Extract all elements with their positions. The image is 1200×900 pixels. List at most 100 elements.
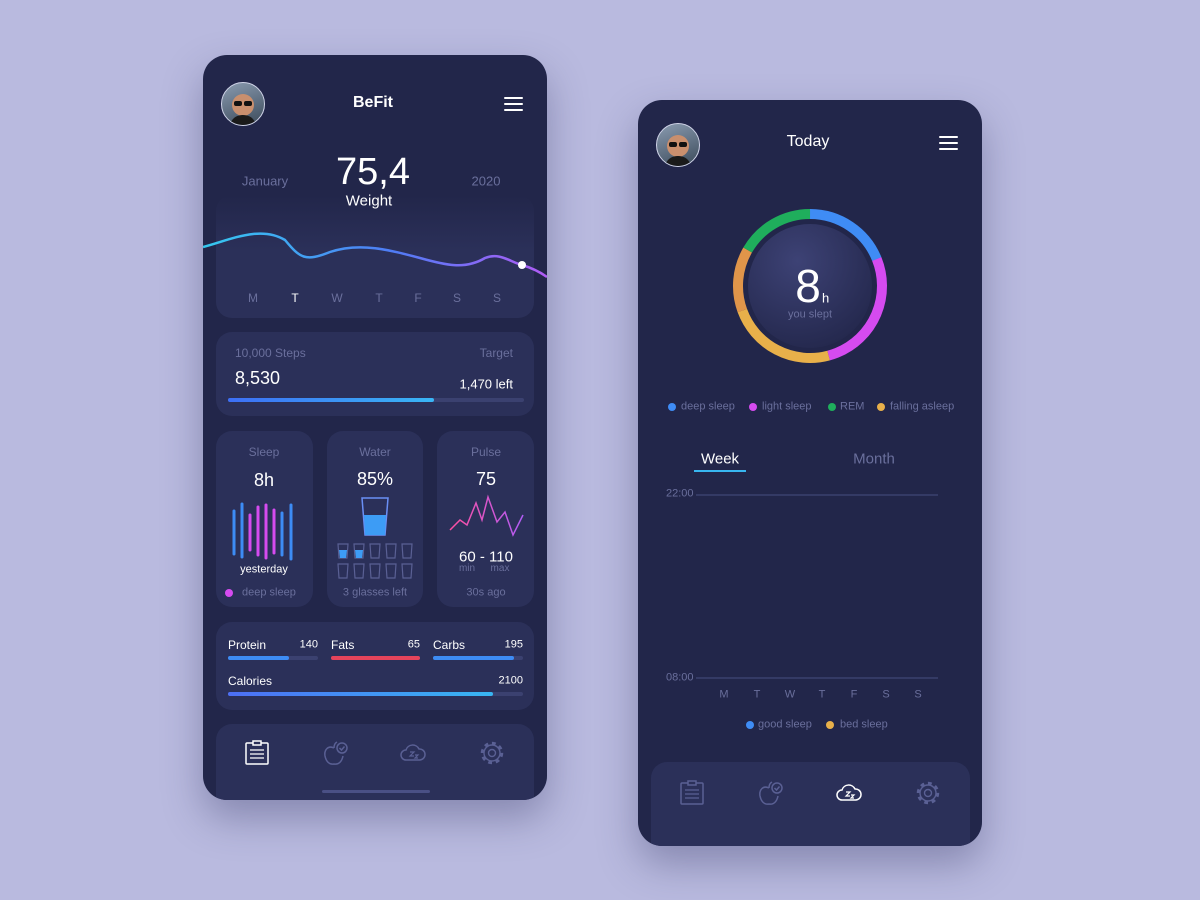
bottom-nav [216, 724, 534, 800]
day-label: T [818, 688, 826, 701]
nav-journal[interactable] [243, 739, 271, 767]
nav-sleep[interactable] [835, 779, 863, 807]
legend-label: falling asleep [890, 400, 955, 413]
nav-settings[interactable] [478, 739, 506, 767]
steps-left: 1,470 left [459, 376, 514, 392]
avatar[interactable] [656, 123, 700, 167]
nutrient-progress [228, 656, 289, 660]
pulse-caption: 30s ago [466, 586, 506, 599]
day-label: S [492, 291, 502, 305]
pulse-card[interactable] [437, 431, 534, 607]
weight-curve [203, 232, 547, 279]
tab-underline [694, 470, 746, 472]
sleep-hours: 8 [795, 260, 821, 312]
sleep-ring [733, 209, 887, 363]
day-label: F [414, 291, 422, 305]
nutrient-track [228, 692, 523, 696]
pulse-value: 75 [475, 469, 497, 489]
nav-settings[interactable] [914, 779, 942, 807]
sleep-bars [696, 487, 938, 679]
day-label: T [291, 291, 299, 305]
nutrient-value: 65 [407, 638, 420, 651]
day-label: W [784, 688, 796, 701]
legend-label: deep sleep [681, 400, 735, 413]
nutrient-track [228, 656, 318, 660]
avatar-face [230, 94, 256, 125]
nutrient-value: 2100 [498, 674, 523, 687]
nav-nutrition[interactable] [321, 739, 349, 767]
day-label: F [850, 688, 858, 701]
legend-dot [828, 403, 836, 411]
water-glasses [337, 497, 413, 579]
right-phone: Today 8 h you slept deep sleep light sle… [638, 100, 982, 846]
sleep-unit: h [822, 290, 830, 306]
pulse-line [449, 494, 524, 537]
legend-label: bed sleep [840, 718, 888, 731]
steps-label: 10,000 Steps [235, 346, 306, 360]
legend-dot [668, 403, 676, 411]
time-label: 22:00 [666, 487, 694, 500]
pulse-range: 60 - 110 [459, 548, 513, 566]
time-label: 08:00 [666, 671, 694, 684]
nav-nutrition[interactable] [756, 779, 784, 807]
sleep-caption: yesterday [240, 563, 288, 576]
weight-value: 75,4 [336, 151, 410, 193]
legend-label: REM [840, 400, 865, 413]
water-caption: 3 glasses left [342, 586, 408, 599]
weight-year: 2020 [471, 173, 501, 189]
screen-title: Today [786, 133, 830, 150]
day-label: S [914, 688, 922, 701]
legend-dot [746, 721, 754, 729]
day-label: S [452, 291, 462, 305]
legend-label: good sleep [758, 718, 812, 731]
tab-week[interactable]: Week [700, 450, 740, 468]
weight-month: January [241, 173, 289, 189]
steps-target-label: Target [479, 346, 513, 360]
nutrition-card [216, 622, 534, 710]
steps-value: 8,530 [235, 368, 281, 388]
nutrient-progress [433, 656, 514, 660]
pulse-title: Pulse [470, 445, 502, 459]
home-indicator [322, 790, 430, 793]
legend-dot [749, 403, 757, 411]
legend-dot [225, 589, 233, 597]
nutrient-value: 140 [299, 638, 318, 651]
app-title: BeFit [353, 94, 393, 111]
legend-dot [877, 403, 885, 411]
steps-card [216, 332, 534, 416]
avatar-face [665, 135, 691, 166]
steps-track [228, 398, 524, 402]
legend-label: light sleep [762, 400, 812, 413]
bottom-nav [651, 762, 970, 846]
nutrient-value: 195 [504, 638, 523, 651]
nutrient-name: Protein [228, 638, 267, 652]
nutrient-name: Carbs [433, 638, 466, 652]
day-label: T [753, 688, 761, 701]
day-label: M [248, 291, 258, 305]
avatar[interactable] [221, 82, 265, 126]
nutrient-progress [331, 656, 420, 660]
tab-month[interactable]: Month [853, 450, 895, 468]
nutrient-name: Calories [228, 674, 273, 688]
nav-sleep[interactable] [399, 739, 427, 767]
water-title: Water [359, 445, 391, 459]
nutrient-track [331, 656, 420, 660]
menu-button[interactable] [939, 136, 958, 150]
weight-label: Weight [345, 192, 393, 210]
water-value: 85% [356, 469, 394, 489]
steps-progress [228, 398, 434, 402]
nutrient-track [433, 656, 523, 660]
nutrient-name: Fats [331, 638, 355, 652]
pulse-max: max [490, 563, 510, 574]
sleep-caption: you slept [787, 308, 833, 321]
pulse-min: min [458, 563, 476, 574]
nav-journal[interactable] [678, 779, 706, 807]
day-label: W [331, 291, 343, 305]
weight-card [216, 195, 534, 318]
sleep-bars [232, 502, 293, 561]
day-label: S [882, 688, 890, 701]
day-label: M [719, 688, 729, 701]
menu-button[interactable] [504, 97, 523, 111]
left-phone: BeFit January 2020 75,4 Weight M T W T F S S 1… [203, 55, 547, 800]
